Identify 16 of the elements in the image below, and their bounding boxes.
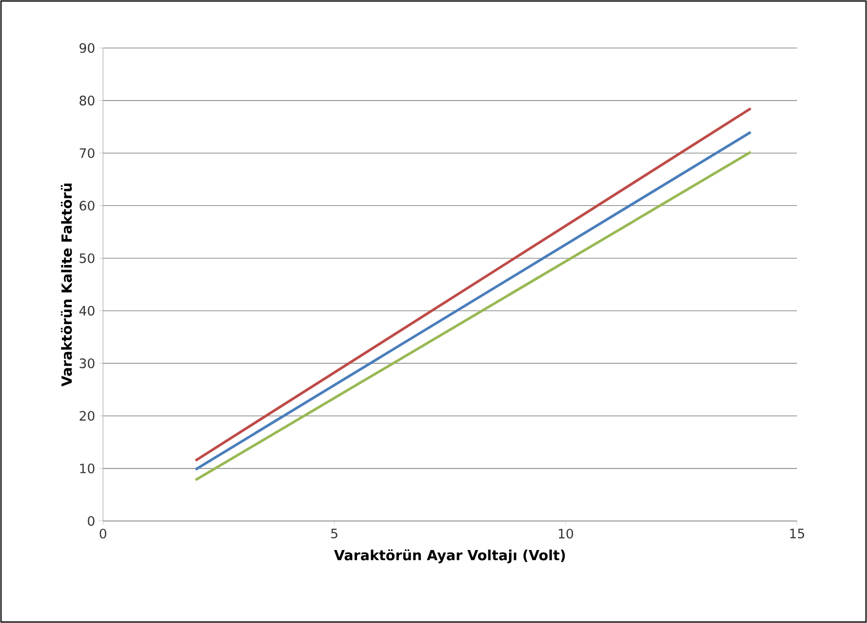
y-tick-label: 0 [88,516,94,526]
y-tick-label: 80 [80,96,94,106]
y-tick-label: 30 [80,358,94,368]
x-axis-title: Varaktörün Ayar Voltajı (Volt) [334,549,565,564]
y-axis-title: Varaktörün Kalite Faktörü [60,184,72,386]
y-tick-label: 50 [80,253,94,264]
y-tick-label: 10 [80,464,94,474]
y-tick-label: 90 [80,43,94,53]
y-tick-label: 40 [79,306,94,316]
y-tick-label: 60 [80,200,94,211]
y-tick-label: 20 [80,410,94,421]
x-tick-label: 0 [100,528,106,539]
x-tick-label: 5 [331,528,338,538]
x-tick-label: 15 [790,528,804,538]
y-tick-label: 70 [80,148,94,158]
x-tick-label: 10 [558,528,574,539]
